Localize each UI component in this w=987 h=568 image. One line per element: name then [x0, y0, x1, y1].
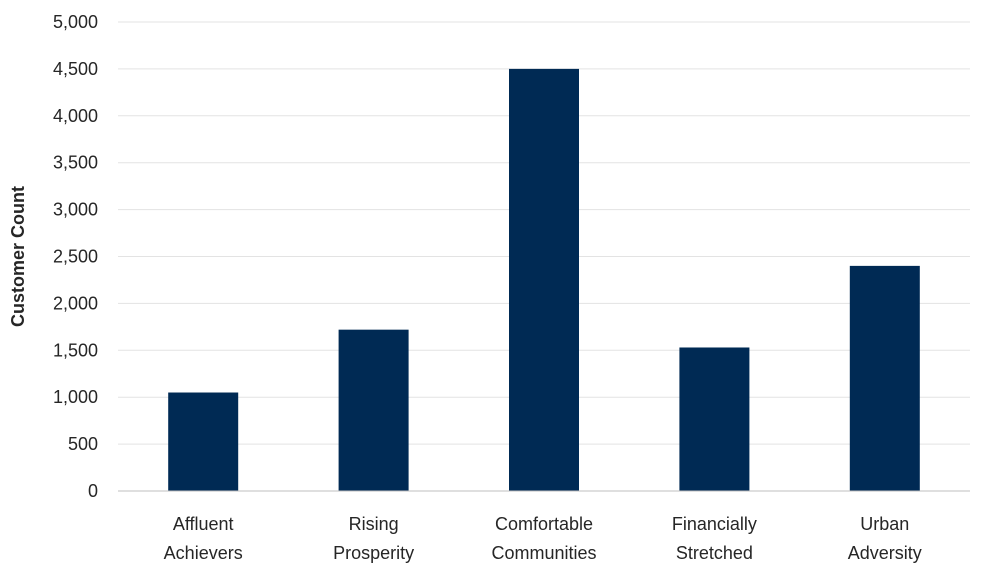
- x-category-label: Financially: [672, 514, 757, 534]
- x-category-label: Prosperity: [333, 543, 414, 563]
- x-category-label: Rising: [349, 514, 399, 534]
- y-tick-label: 0: [88, 481, 98, 501]
- bar: [509, 68, 579, 492]
- y-tick-label: 3,500: [53, 153, 98, 173]
- x-category-label: Comfortable: [495, 514, 593, 534]
- y-tick-label: 4,000: [53, 106, 98, 126]
- y-axis-title: Customer Count: [8, 186, 28, 327]
- y-tick-label: 2,000: [53, 293, 98, 313]
- x-category-label: Communities: [491, 543, 596, 563]
- x-category-label: Achievers: [164, 543, 243, 563]
- y-tick-label: 1,000: [53, 387, 98, 407]
- y-tick-label: 500: [68, 434, 98, 454]
- x-category-label: Urban: [860, 514, 909, 534]
- x-category-labels: Affluent Achievers Rising Prosperity Comfort…: [164, 514, 922, 563]
- bar: [679, 347, 750, 491]
- y-tick-label: 3,000: [53, 200, 98, 220]
- x-category-label: Stretched: [676, 543, 753, 563]
- y-tick-label: 5,000: [53, 12, 98, 32]
- y-tick-labels: 0 500 1,000 1,500 2,000 2,500 3,000 3,500 4,000 4…: [53, 12, 98, 501]
- x-category-label: Adversity: [848, 543, 922, 563]
- x-category-label: Affluent: [173, 514, 234, 534]
- y-tick-label: 4,500: [53, 59, 98, 79]
- bar: [338, 329, 409, 491]
- bar: [849, 265, 920, 491]
- bar: [168, 392, 239, 491]
- y-tick-label: 1,500: [53, 340, 98, 360]
- bars: [168, 68, 920, 492]
- y-tick-label: 2,500: [53, 247, 98, 267]
